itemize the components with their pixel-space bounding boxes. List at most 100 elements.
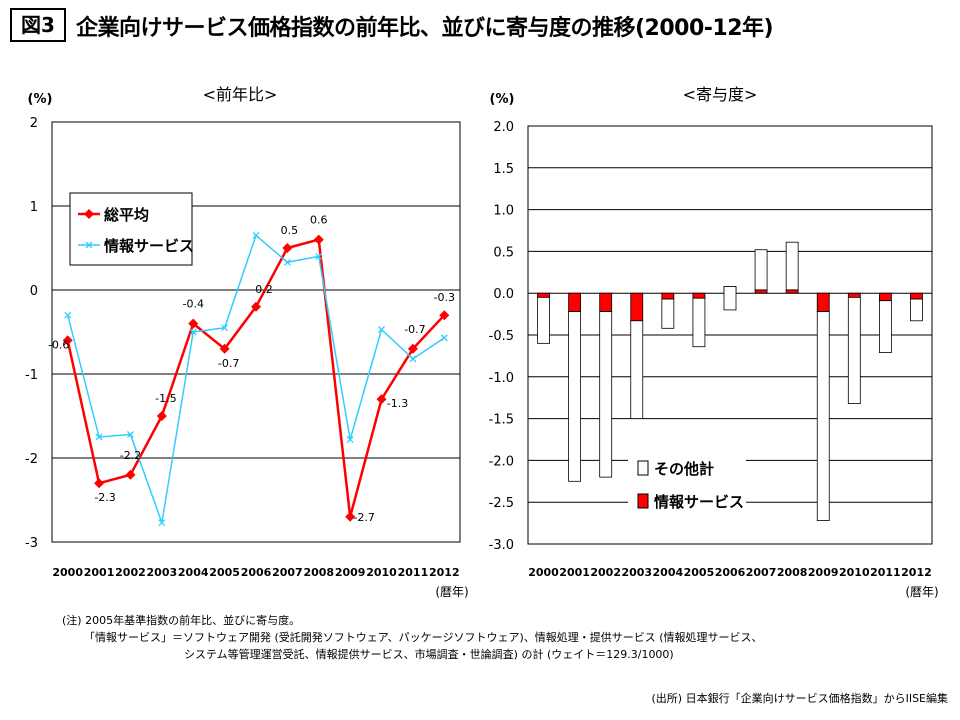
data-point-total bbox=[407, 343, 418, 354]
x-tick-label: 2002 bbox=[590, 566, 621, 579]
bar-segment-info bbox=[537, 292, 550, 298]
data-point-total bbox=[439, 310, 450, 321]
x-tick-label: 2007 bbox=[746, 566, 777, 579]
x-tick-label: 2012 bbox=[901, 566, 932, 579]
y-tick-label: -1.5 bbox=[489, 413, 514, 428]
data-point-total bbox=[219, 343, 230, 354]
bar-segment-info bbox=[910, 292, 923, 300]
data-point-info bbox=[221, 324, 229, 332]
y-unit-label: (%) bbox=[490, 92, 515, 107]
bar-segment-info bbox=[847, 292, 861, 298]
data-point-total bbox=[156, 411, 167, 421]
data-point-info bbox=[440, 334, 448, 342]
x-tick-label: 2007 bbox=[272, 566, 303, 579]
x-tick-label: 2000 bbox=[528, 566, 559, 579]
x-axis-label: (暦年) bbox=[435, 585, 468, 599]
note-line-3: システム等管理運営受託、情報提供サービス、市場調査・世論調査) の計 (ウェイト… bbox=[184, 648, 674, 661]
x-tick-label: 2005 bbox=[684, 566, 715, 579]
data-point-info bbox=[95, 433, 103, 441]
data-label: -1.3 bbox=[387, 397, 408, 410]
y-tick-label: -0.5 bbox=[489, 329, 514, 344]
bar-segment-other bbox=[878, 300, 892, 353]
series-line-total bbox=[66, 238, 446, 518]
bar-segment-other bbox=[692, 297, 706, 348]
y-tick-label: -1 bbox=[25, 368, 38, 383]
x-tick-label: 2005 bbox=[209, 566, 240, 579]
data-point-info bbox=[189, 328, 197, 336]
source-note: (出所) 日本銀行「企業向けサービス価格指数」からIISE編集 bbox=[651, 692, 949, 705]
data-point-info bbox=[127, 431, 134, 438]
data-point-total bbox=[188, 318, 199, 329]
x-tick-label: 2006 bbox=[241, 566, 272, 579]
bar-segment-info bbox=[692, 292, 706, 299]
legend-marker-total bbox=[84, 209, 94, 219]
y-unit-label: (%) bbox=[28, 92, 53, 107]
data-label: 0.5 bbox=[281, 224, 299, 237]
data-label: -2.2 bbox=[120, 449, 141, 462]
x-tick-label: 2003 bbox=[621, 566, 652, 579]
bar-segment-info bbox=[816, 292, 830, 312]
page-title: 企業向けサービス価格指数の前年比、並びに寄与度の推移(2000-12年) bbox=[76, 16, 774, 41]
legend-label-info: 情報サービス bbox=[104, 237, 194, 255]
x-tick-label: 2009 bbox=[335, 566, 366, 579]
data-label: -0.3 bbox=[434, 291, 455, 304]
x-axis-label: (暦年) bbox=[905, 585, 938, 599]
y-tick-label: 0.5 bbox=[493, 245, 514, 260]
x-tick-label: 2001 bbox=[84, 566, 115, 579]
y-tick-label: -2.5 bbox=[489, 496, 514, 511]
bar-segment-other bbox=[599, 311, 613, 478]
bar-segment-other bbox=[723, 286, 737, 311]
data-label: -2.7 bbox=[353, 511, 374, 524]
data-point-total bbox=[251, 301, 261, 312]
x-tick-label: 2006 bbox=[715, 566, 746, 579]
data-point-info bbox=[252, 231, 260, 239]
legend-label-total: 総平均 bbox=[104, 206, 149, 224]
chart-title: <寄与度> bbox=[683, 85, 758, 104]
note-line-1: (注) 2005年基準指数の前年比、並びに寄与度。 bbox=[62, 614, 301, 627]
data-label: -0.6 bbox=[48, 338, 69, 351]
contribution-bar-chart: <寄与度> (%) 2.0 1.5 1.0 0.5 0.0 -0.5 -1.0 -1.5 -2.0 -… bbox=[489, 85, 939, 599]
data-point-info bbox=[315, 252, 323, 260]
data-label: -0.2 bbox=[251, 283, 272, 296]
data-label: -0.4 bbox=[182, 298, 203, 311]
y-tick-label: 2 bbox=[30, 116, 38, 131]
y-tick-label: 0.0 bbox=[493, 287, 514, 302]
data-point-total bbox=[313, 234, 324, 245]
data-point-total bbox=[282, 243, 293, 253]
data-point-info bbox=[64, 311, 72, 319]
x-tick-label: 2004 bbox=[653, 566, 684, 579]
y-tick-label: 1.0 bbox=[493, 204, 514, 219]
bar-segment-info bbox=[568, 292, 582, 312]
x-tick-label: 2011 bbox=[398, 566, 429, 579]
y-tick-label: 1 bbox=[30, 200, 38, 215]
bar-segment-info bbox=[630, 292, 644, 322]
x-tick-label: 2002 bbox=[115, 566, 146, 579]
bar-segment-other bbox=[816, 311, 830, 521]
x-tick-label: 2004 bbox=[178, 566, 209, 579]
data-point-total bbox=[345, 511, 356, 522]
bar-segment-info bbox=[661, 292, 675, 300]
series-line-info bbox=[66, 234, 445, 523]
note-line-2: 「情報サービス」＝ソフトウェア開発 (受託開発ソフトウェア、パッケージソフトウェ… bbox=[84, 631, 763, 644]
chart-title: <前年比> bbox=[203, 85, 278, 104]
x-tick-label: 2001 bbox=[559, 566, 590, 579]
x-tick-label: 2011 bbox=[870, 566, 901, 579]
bar-segment-other bbox=[910, 298, 923, 322]
data-label: 0.6 bbox=[310, 214, 328, 227]
plot-frame bbox=[527, 125, 933, 545]
x-tick-label: 2008 bbox=[303, 566, 334, 579]
x-tick-label: 2000 bbox=[52, 566, 83, 579]
x-tick-label: 2012 bbox=[429, 566, 460, 579]
bar-segment-other bbox=[847, 296, 861, 404]
legend-marker-info bbox=[85, 241, 93, 249]
data-point-info bbox=[158, 519, 166, 527]
data-point-total bbox=[125, 469, 136, 480]
bar-segment-other bbox=[754, 249, 768, 291]
data-point-info bbox=[346, 436, 354, 443]
data-point-total bbox=[94, 478, 105, 489]
bar-segment-info bbox=[785, 289, 799, 294]
legend-box bbox=[69, 192, 193, 266]
data-point-total bbox=[376, 394, 387, 405]
bar-segment-other bbox=[785, 241, 799, 291]
data-point-info bbox=[378, 326, 385, 333]
